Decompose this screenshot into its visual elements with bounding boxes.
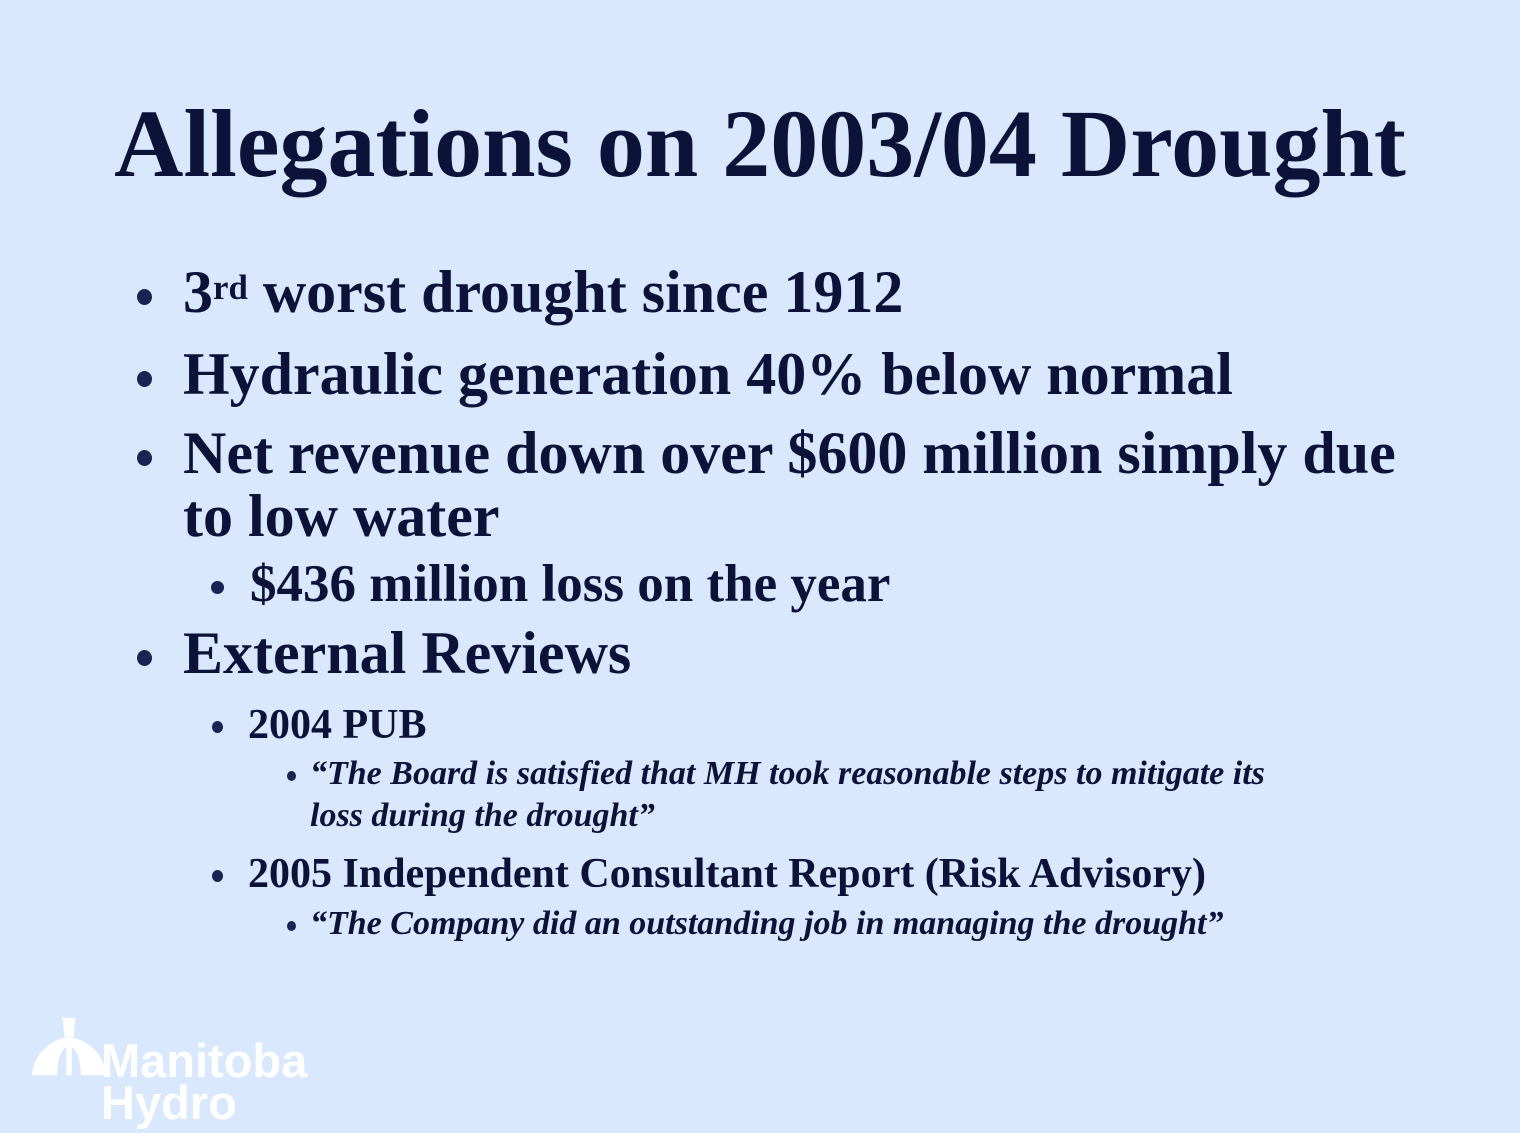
bullet-dot-icon (287, 770, 296, 781)
manitoba-hydro-logo-icon (31, 1017, 107, 1076)
bullet-list: 3rd worst drought since 1912 Hydraulic ge… (0, 261, 1520, 946)
bullet-item: 2004 PUB (0, 702, 1520, 748)
bullet-text: 2005 Independent Consultant Report (Risk… (248, 850, 1206, 897)
bullet-item: Hydraulic generation 40% below normal (0, 343, 1520, 406)
bullet-dot-icon (137, 371, 152, 387)
bullet-text: 2004 PUB (248, 701, 427, 748)
slide-title: Allegations on 2003/04 Drought (114, 90, 1406, 197)
bullet-text: Net revenue down over $600 million simpl… (183, 420, 1396, 549)
bullet-item: $436 million loss on the year (0, 555, 1520, 613)
bullet-dot-icon (212, 869, 223, 882)
bullet-dot-icon (212, 720, 223, 733)
bullet-text: $436 million loss on the year (250, 555, 891, 613)
bullet-dot-icon (137, 450, 152, 466)
logo-text-manitoba: Manitoba (101, 1034, 308, 1087)
bullet-item: “The Company did an outstanding job in m… (0, 903, 1520, 946)
bullet-dot-icon (137, 649, 152, 666)
bullet-item: 2005 Independent Consultant Report (Risk… (0, 851, 1520, 897)
bullet-dot-icon (137, 289, 152, 305)
bullet-text: External Reviews (183, 619, 632, 686)
bullet-item: External Reviews (0, 619, 1520, 686)
bullet-text: “The Board is satisfied that MH took rea… (310, 754, 1265, 835)
bullet-item: Net revenue down over $600 million simpl… (0, 422, 1520, 548)
bullet-text: 3rd worst drought since 1912 (183, 259, 904, 325)
bullet-item: “The Board is satisfied that MH took rea… (0, 753, 1520, 838)
bullet-text: “The Company did an outstanding job in m… (310, 905, 1224, 943)
bullet-dot-icon (211, 581, 224, 594)
bullet-item: 3rd worst drought since 1912 (0, 261, 1520, 324)
bullet-text: Hydraulic generation 40% below normal (183, 341, 1233, 407)
bullet-dot-icon (287, 921, 296, 932)
logo-text-hydro: Hydro (101, 1076, 237, 1129)
